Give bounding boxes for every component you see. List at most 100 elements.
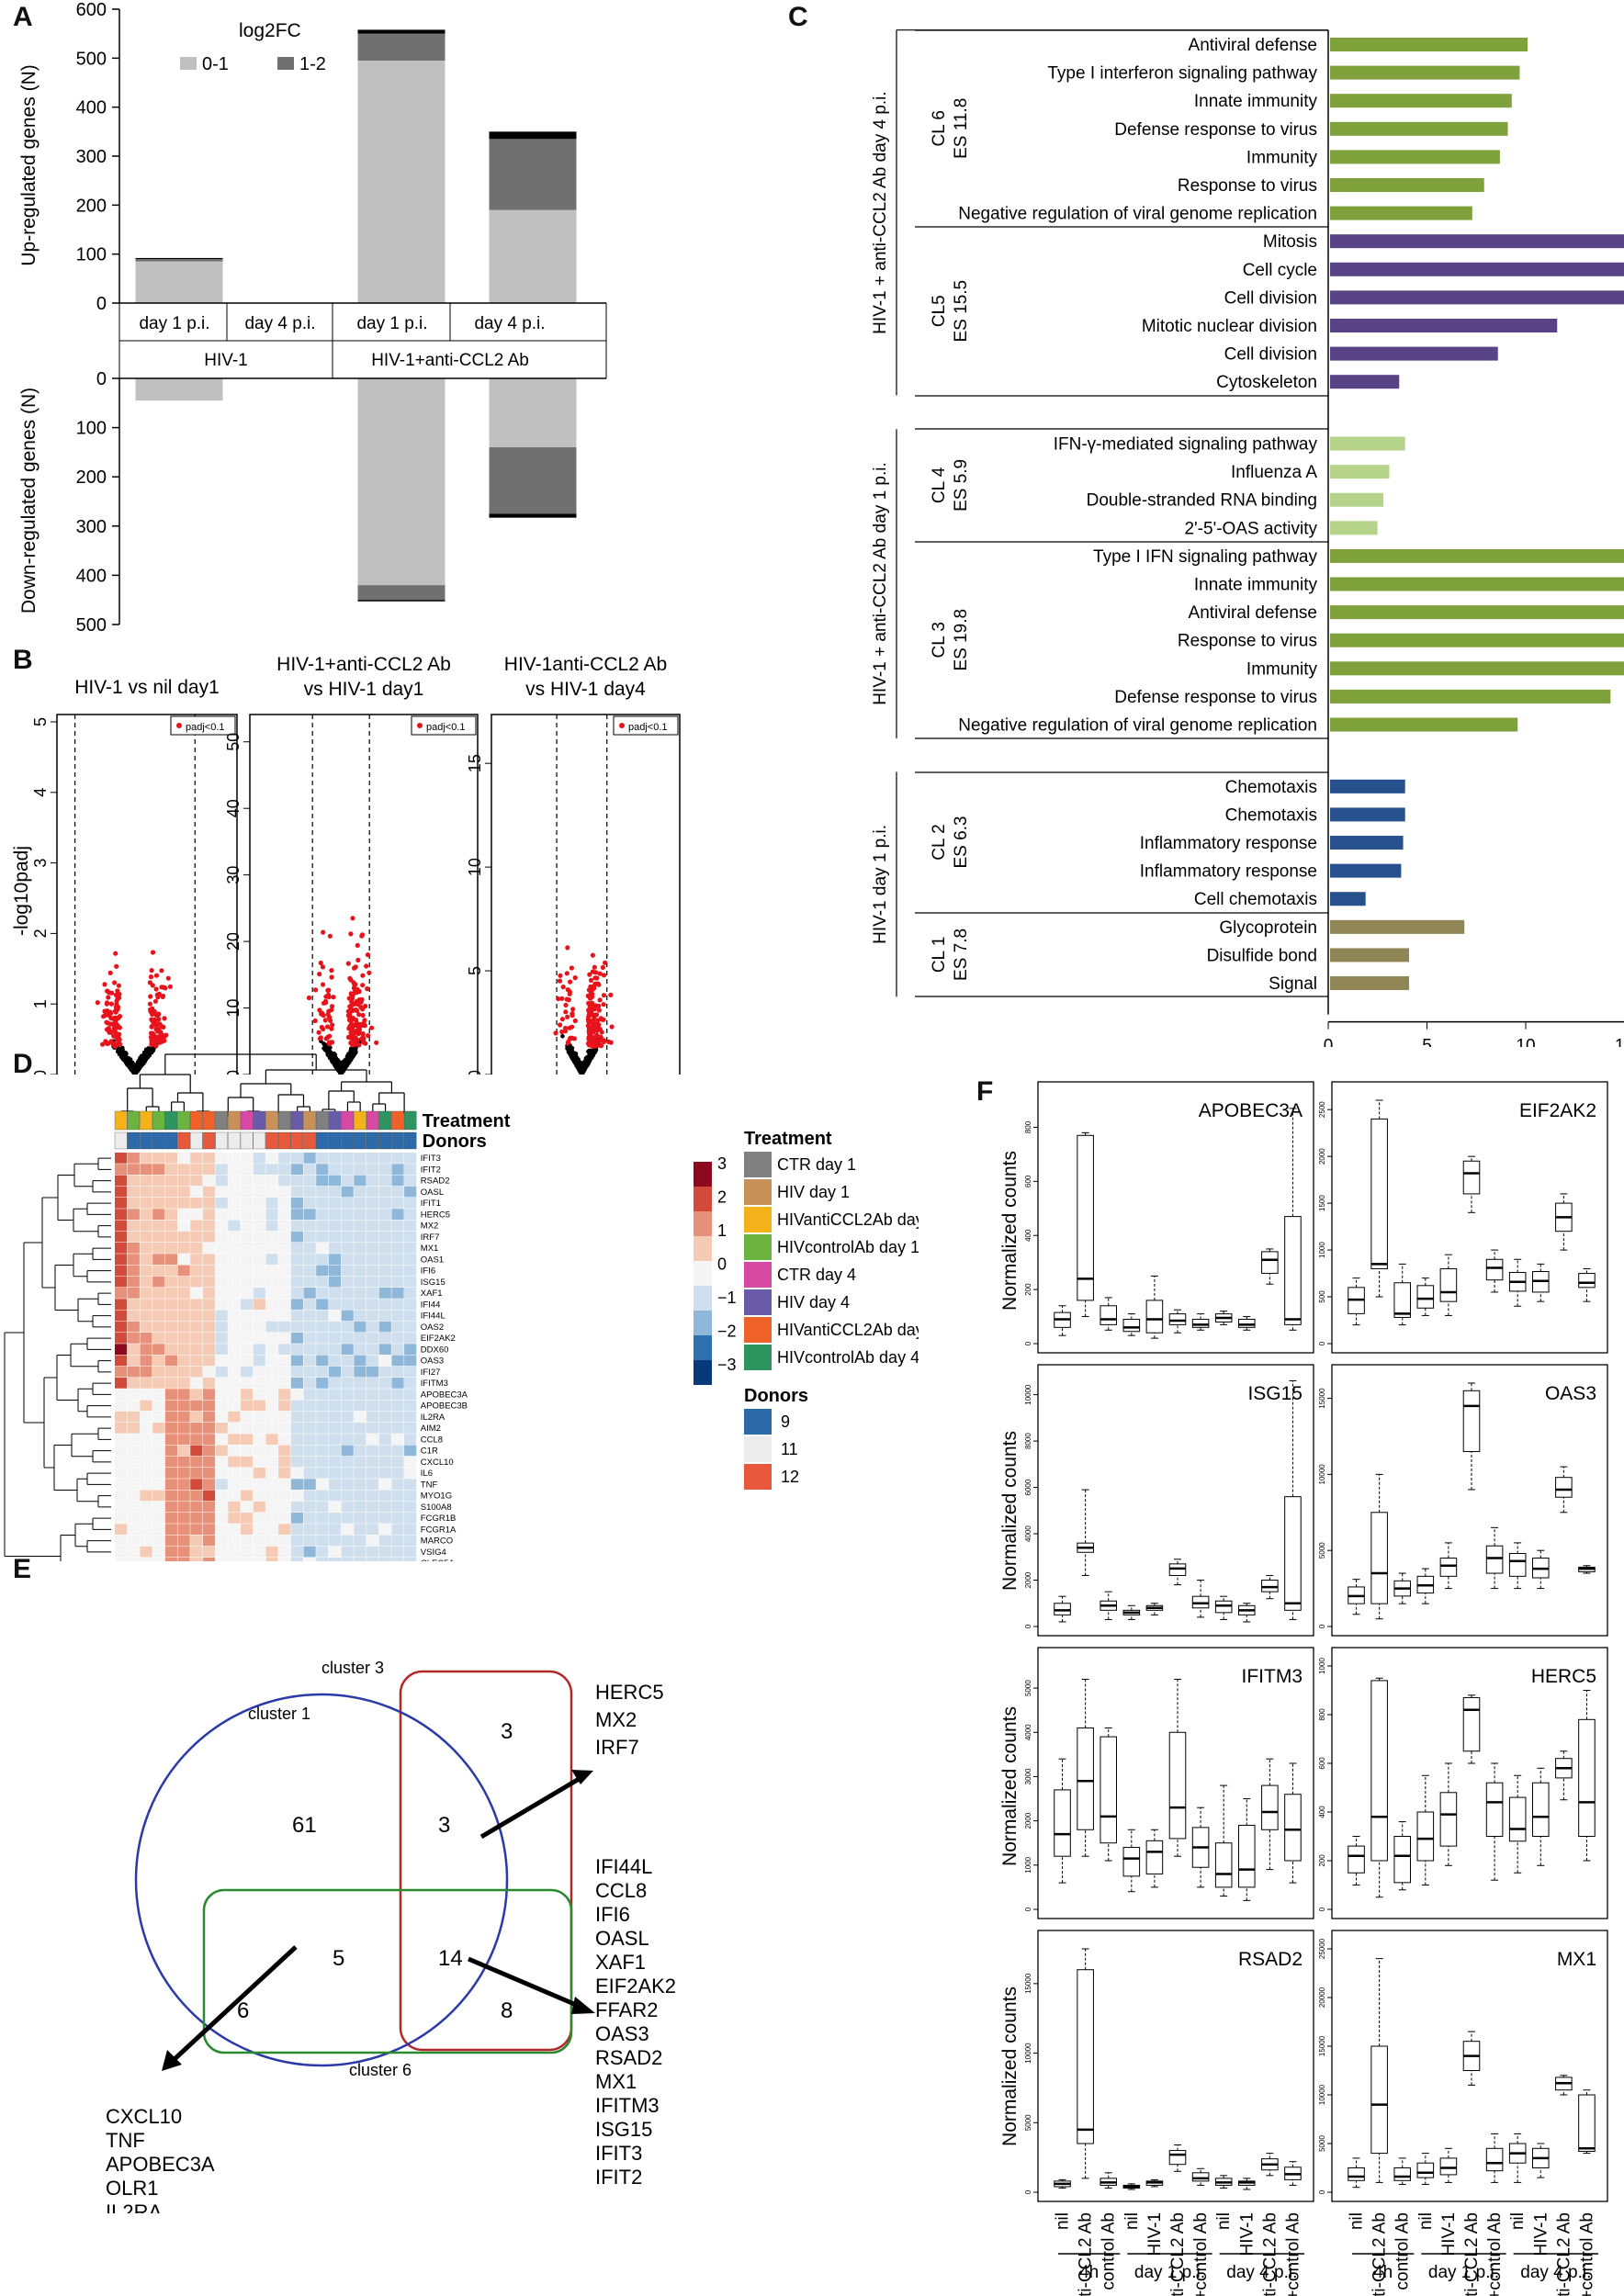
heatmap-cell <box>202 1276 216 1288</box>
panel-c-enrichment-bar-chart: 0510152025-log(FDR)Antiviral defenseType… <box>871 29 1624 1047</box>
gene-point <box>572 1052 577 1057</box>
heatmap-cell <box>316 1366 329 1378</box>
heatmap-cell <box>378 1445 391 1457</box>
heatmap-cell <box>278 1501 291 1513</box>
heatmap-cell <box>404 1164 417 1175</box>
heatmap-cell <box>316 1501 329 1513</box>
heatmap-cell <box>228 1535 241 1547</box>
heatmap-cell <box>341 1186 354 1198</box>
significant-gene-point <box>568 979 573 985</box>
significant-gene-point <box>163 985 168 991</box>
down-bar-segment <box>489 378 577 448</box>
heatmap-cell <box>265 1288 278 1299</box>
heatmap-cell <box>190 1153 203 1164</box>
heatmap-cell <box>265 1535 278 1547</box>
heatmap-cell <box>140 1164 152 1175</box>
arrowhead-c1-c6 <box>162 2050 182 2071</box>
y-tick-label: 4000 <box>1024 1724 1032 1740</box>
heatmap-cell <box>303 1366 316 1378</box>
heatmap-cell <box>253 1299 265 1310</box>
heatmap-cell <box>404 1479 417 1490</box>
y-tick-label: 30 <box>224 866 242 884</box>
box <box>1393 1282 1412 1318</box>
heatmap-cell <box>215 1546 228 1558</box>
term-bar <box>1330 919 1465 934</box>
heatmap-cell <box>341 1400 354 1412</box>
heatmap-cell <box>341 1299 354 1310</box>
heatmap-cell <box>341 1501 354 1513</box>
gene-list-item: OAS3 <box>595 2022 649 2045</box>
box <box>1578 1718 1596 1837</box>
heatmap-cell <box>328 1535 342 1547</box>
heatmap-cell <box>328 1299 342 1310</box>
significant-gene-point <box>364 963 369 969</box>
heatmap-cell <box>341 1153 354 1164</box>
significant-gene-point <box>360 983 366 988</box>
heatmap-cell <box>190 1310 203 1322</box>
boxplot-frame <box>1037 1081 1314 1354</box>
significant-gene-point <box>312 1018 318 1024</box>
heatmap-cell <box>303 1175 316 1187</box>
heatmap-cell <box>152 1501 165 1513</box>
significant-gene-point <box>572 975 578 981</box>
heatmap-cell <box>303 1524 316 1535</box>
panel-f-boxplots: Normalized counts Normalized counts Norm… <box>999 1081 1608 2296</box>
heatmap-cell <box>215 1164 228 1175</box>
heatmap-cell <box>354 1490 367 1502</box>
heatmap-cell <box>290 1445 303 1457</box>
heatmap-cell <box>290 1468 303 1479</box>
heatmap-cell <box>253 1434 265 1445</box>
heatmap-cell <box>265 1411 278 1423</box>
heatmap-cell <box>316 1535 329 1547</box>
heatmap-cell <box>177 1411 190 1423</box>
heatmap-cell <box>152 1546 165 1558</box>
volcano-legend-box <box>411 715 477 736</box>
down-tick-label: 500 <box>76 615 107 636</box>
heatmap-cell <box>228 1333 241 1344</box>
y-tick-label: 0 <box>1024 1907 1032 1911</box>
boxplot-frame <box>1037 1647 1314 1919</box>
heatmap-cell <box>316 1254 329 1265</box>
heatmap-cell <box>354 1175 367 1187</box>
box <box>1077 1134 1094 1301</box>
significant-gene-point <box>316 1030 321 1035</box>
heatmap-cell <box>202 1355 216 1367</box>
heatmap-cell <box>278 1479 291 1490</box>
heatmap-cell <box>378 1366 391 1378</box>
heatmap-cell <box>378 1535 391 1547</box>
significant-gene-point <box>154 992 160 997</box>
heatmap-cell <box>115 1288 128 1299</box>
heatmap-cell <box>177 1310 190 1322</box>
heatmap-cell <box>378 1546 391 1558</box>
heatmap-cell <box>140 1220 152 1232</box>
color-scale-step <box>694 1286 712 1311</box>
heatmap-cell <box>303 1265 316 1277</box>
heatmap-cell <box>404 1355 417 1367</box>
gene-label: IFIT1 <box>421 1199 441 1209</box>
significant-gene-point <box>112 1020 118 1027</box>
heatmap-cell <box>341 1546 354 1558</box>
group-label: HIV-1+anti-CCL2 Ab <box>371 351 529 370</box>
donor-legend-label: 12 <box>781 1468 799 1486</box>
donors-legend-title: Donors <box>744 1386 808 1406</box>
heatmap-cell <box>367 1321 379 1333</box>
heatmap-cell <box>228 1558 241 1561</box>
heatmap-cell <box>328 1254 342 1265</box>
heatmap-cell <box>177 1423 190 1434</box>
significant-gene-point <box>149 1034 154 1040</box>
heatmap-cell <box>354 1153 367 1164</box>
row-dendrogram <box>4 1157 111 1561</box>
group-label: HIV-1 <box>204 351 248 370</box>
heatmap-cell <box>290 1389 303 1400</box>
significant-gene-point <box>326 987 332 993</box>
heatmap-cell <box>202 1254 216 1265</box>
heatmap-cell <box>253 1479 265 1490</box>
y-tick-label: 3 <box>31 859 50 868</box>
heatmap-cell <box>328 1513 342 1524</box>
treatment-annotation-cell <box>240 1110 254 1131</box>
term-bar <box>1330 436 1405 451</box>
heatmap-cell <box>367 1299 379 1310</box>
gene-label: IFI44L <box>421 1311 445 1322</box>
box <box>1054 1603 1071 1615</box>
heatmap-cell <box>378 1164 391 1175</box>
